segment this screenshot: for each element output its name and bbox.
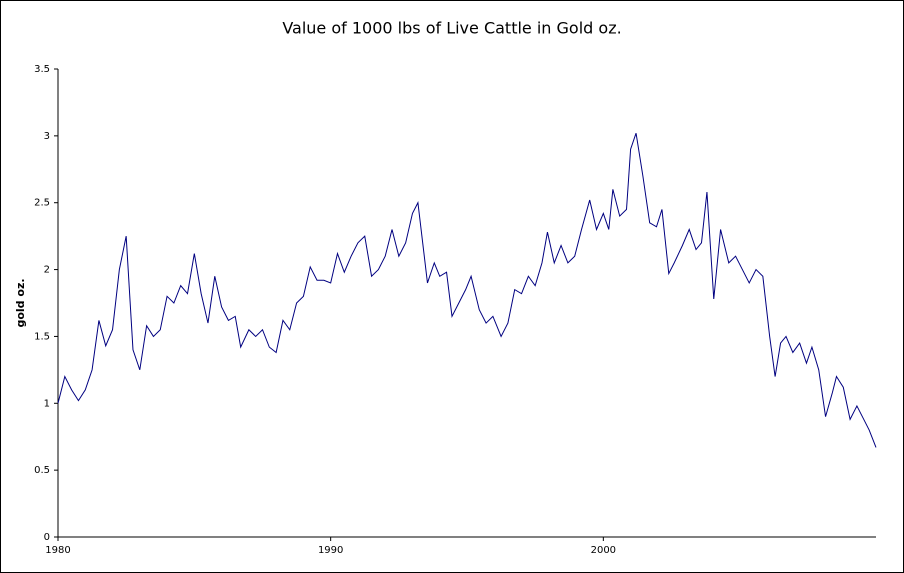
data-line	[57, 133, 877, 448]
y-tick-label: 3	[44, 131, 50, 142]
y-axis-label: gold oz.	[14, 278, 27, 327]
y-tick-label: 1	[44, 398, 50, 409]
x-tick-label: 1990	[318, 545, 343, 556]
y-tick-label: 0.5	[34, 465, 50, 476]
chart-title: Value of 1000 lbs of Live Cattle in Gold…	[282, 19, 621, 38]
y-tick-label: 3.5	[34, 64, 50, 75]
x-tick-label: 2000	[591, 545, 616, 556]
y-tick-label: 1.5	[34, 331, 50, 342]
y-tick-label: 2	[44, 265, 50, 276]
y-tick-label: 0	[44, 532, 50, 543]
y-tick-label: 2.5	[34, 198, 50, 209]
x-tick-label: 1980	[45, 545, 70, 556]
